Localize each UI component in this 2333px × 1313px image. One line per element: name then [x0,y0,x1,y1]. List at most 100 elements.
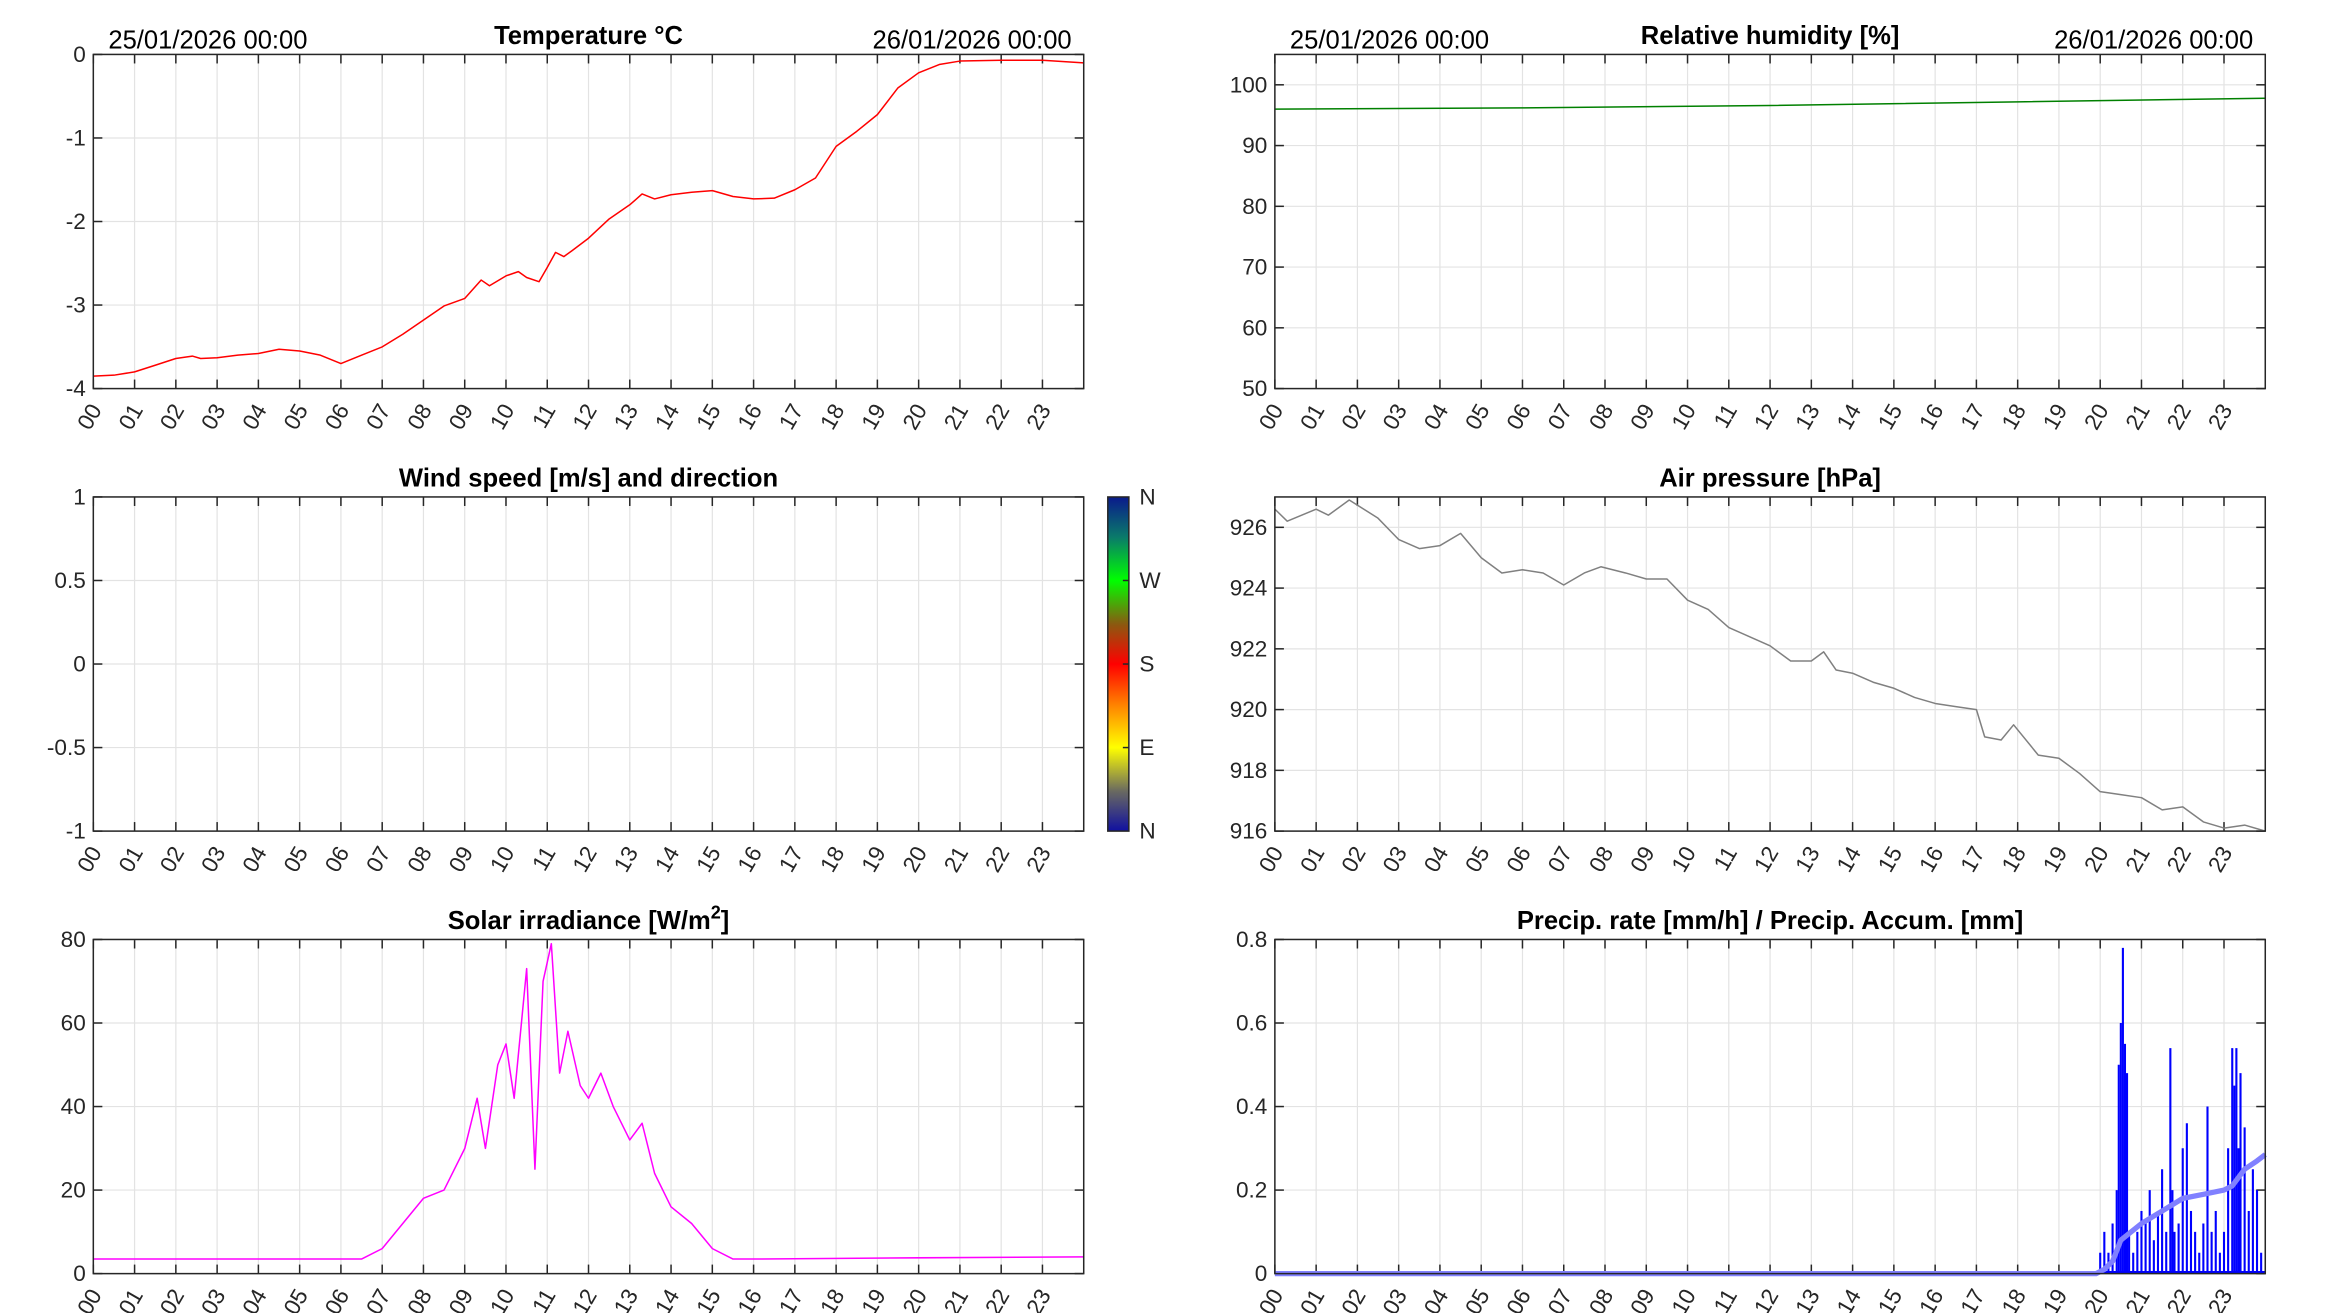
y-tick-label: -4 [66,376,86,401]
x-tick-label: 00 [72,842,106,876]
x-tick-label: 05 [1460,1285,1494,1313]
y-tick-label: -2 [66,209,86,234]
y-tick-label: -3 [66,293,86,318]
y-tick-label: 0.2 [1236,1178,1267,1203]
x-tick-label: 07 [361,400,395,434]
y-tick-label: 60 [1242,315,1267,340]
y-tick-label: 918 [1230,758,1268,783]
y-tick-label: 920 [1230,697,1268,722]
y-tick-label: 0 [73,42,86,67]
y-tick-label: 90 [1242,133,1267,158]
x-tick-label: 05 [279,842,313,876]
wind-direction-colorbar: N E S W N [1107,484,1161,844]
x-tick-label: 15 [691,400,725,434]
x-tick-label: 12 [1749,1285,1783,1313]
x-tick-label: 09 [1625,1285,1659,1313]
x-tick-label: 17 [774,400,808,434]
x-tick-label: 14 [650,400,684,434]
y-tick-label: 924 [1230,576,1268,601]
x-tick-label: 23 [1022,1285,1056,1313]
x-tick-label: 12 [1749,400,1783,434]
y-tick-label: 40 [61,1094,86,1119]
x-tick-label: 21 [939,400,973,434]
x-tick-label: 10 [1667,1285,1701,1313]
x-tick-label: 19 [857,1285,891,1313]
x-tick-label: 14 [1832,842,1866,876]
y-tick-label: 916 [1230,819,1268,844]
y-tick-label: 0.6 [1236,1011,1267,1036]
axes-box [1274,938,2267,1275]
x-tick-label: 11 [527,400,560,433]
x-tick-label: 23 [2203,1285,2237,1313]
axes-box [1274,496,2267,832]
x-tick-label: 14 [1832,1285,1866,1313]
y-tick-label: 100 [1230,72,1268,97]
x-tick-label: 20 [2079,842,2113,876]
title-text: Temperature °C [494,22,683,50]
x-tick-label: 13 [609,1285,643,1313]
x-tick-label: 19 [2038,400,2072,434]
x-tick-label: 21 [2121,1285,2155,1313]
x-tick-label: 00 [1254,842,1288,876]
x-tick-label: 18 [815,400,849,434]
x-tick-label: 10 [485,842,519,876]
x-tick-label: 12 [568,400,602,434]
y-tick-label: 0 [73,652,86,677]
x-tick-label: 11 [1709,842,1742,875]
x-tick-label: 04 [238,400,272,434]
date-start-label: 25/01/2026 00:00 [108,26,307,54]
x-tick-label: 03 [196,842,230,876]
y-tick-label: 60 [61,1011,86,1036]
x-tick-label: 04 [1419,842,1453,876]
x-tick-label: 04 [1419,1285,1453,1313]
y-tick-label: 0 [1255,1261,1268,1286]
x-tick-label: 15 [1873,400,1907,434]
x-tick-label: 20 [2079,400,2113,434]
x-tick-label: 11 [1709,400,1742,433]
x-tick-label: 22 [2162,400,2196,434]
y-tick-label: 70 [1242,255,1267,280]
x-tick-label: 23 [2203,842,2237,876]
x-tick-label: 23 [1022,842,1056,876]
title-end: ] [721,907,730,935]
y-tick-label: -0.5 [47,735,86,760]
x-tick-label: 06 [320,1285,354,1313]
chart-solar: 00 01 02 03 04 05 06 07 08 09 10 11 12 13 14 15 16 17 18 19… [61,902,1085,1313]
y-tick-label: 0.5 [54,568,85,593]
x-tick-label: 01 [1295,400,1329,434]
x-tick-label: 13 [1790,1285,1824,1313]
x-tick-label: 09 [1625,842,1659,876]
x-tick-label: 01 [1295,842,1329,876]
x-tick-label: 05 [279,1285,313,1313]
x-tick-label: 10 [1667,400,1701,434]
y-tick-label: 922 [1230,636,1268,661]
x-tick-label: 08 [403,842,437,876]
x-tick-label: 18 [1997,1285,2031,1313]
x-tick-label: 19 [857,842,891,876]
x-tick-label: 02 [1337,400,1371,434]
x-tick-label: 04 [238,1285,272,1313]
x-tick-label: 07 [361,842,395,876]
y-tick-label: 1 [73,484,86,509]
x-tick-label: 13 [609,400,643,434]
x-tick-label: 07 [361,1285,395,1313]
date-end-label: 26/01/2026 00:00 [873,26,1072,54]
x-tick-label: 20 [2079,1285,2113,1313]
chart-title: Precip. rate [mm/h] / Precip. Accum. [mm… [1517,907,2024,935]
x-tick-label: 00 [1254,400,1288,434]
y-tick-label: 0 [73,1261,86,1286]
x-tick-label: 00 [1254,1285,1288,1313]
title-text: Wind speed [m/s] and direction [399,464,778,492]
x-tick-label: 07 [1543,400,1577,434]
colorbar-label: W [1139,568,1161,593]
x-tick-label: 16 [1914,400,1948,434]
x-tick-label: 20 [898,400,932,434]
chart-title: Wind speed [m/s] and direction [399,464,778,492]
x-tick-label: 03 [196,400,230,434]
x-tick-label: 19 [2038,1285,2072,1313]
x-tick-label: 09 [444,1285,478,1313]
x-tick-label: 02 [155,400,189,434]
x-tick-label: 12 [568,1285,602,1313]
y-tick-label: 0.8 [1236,927,1267,952]
x-tick-label: 16 [733,1285,767,1313]
